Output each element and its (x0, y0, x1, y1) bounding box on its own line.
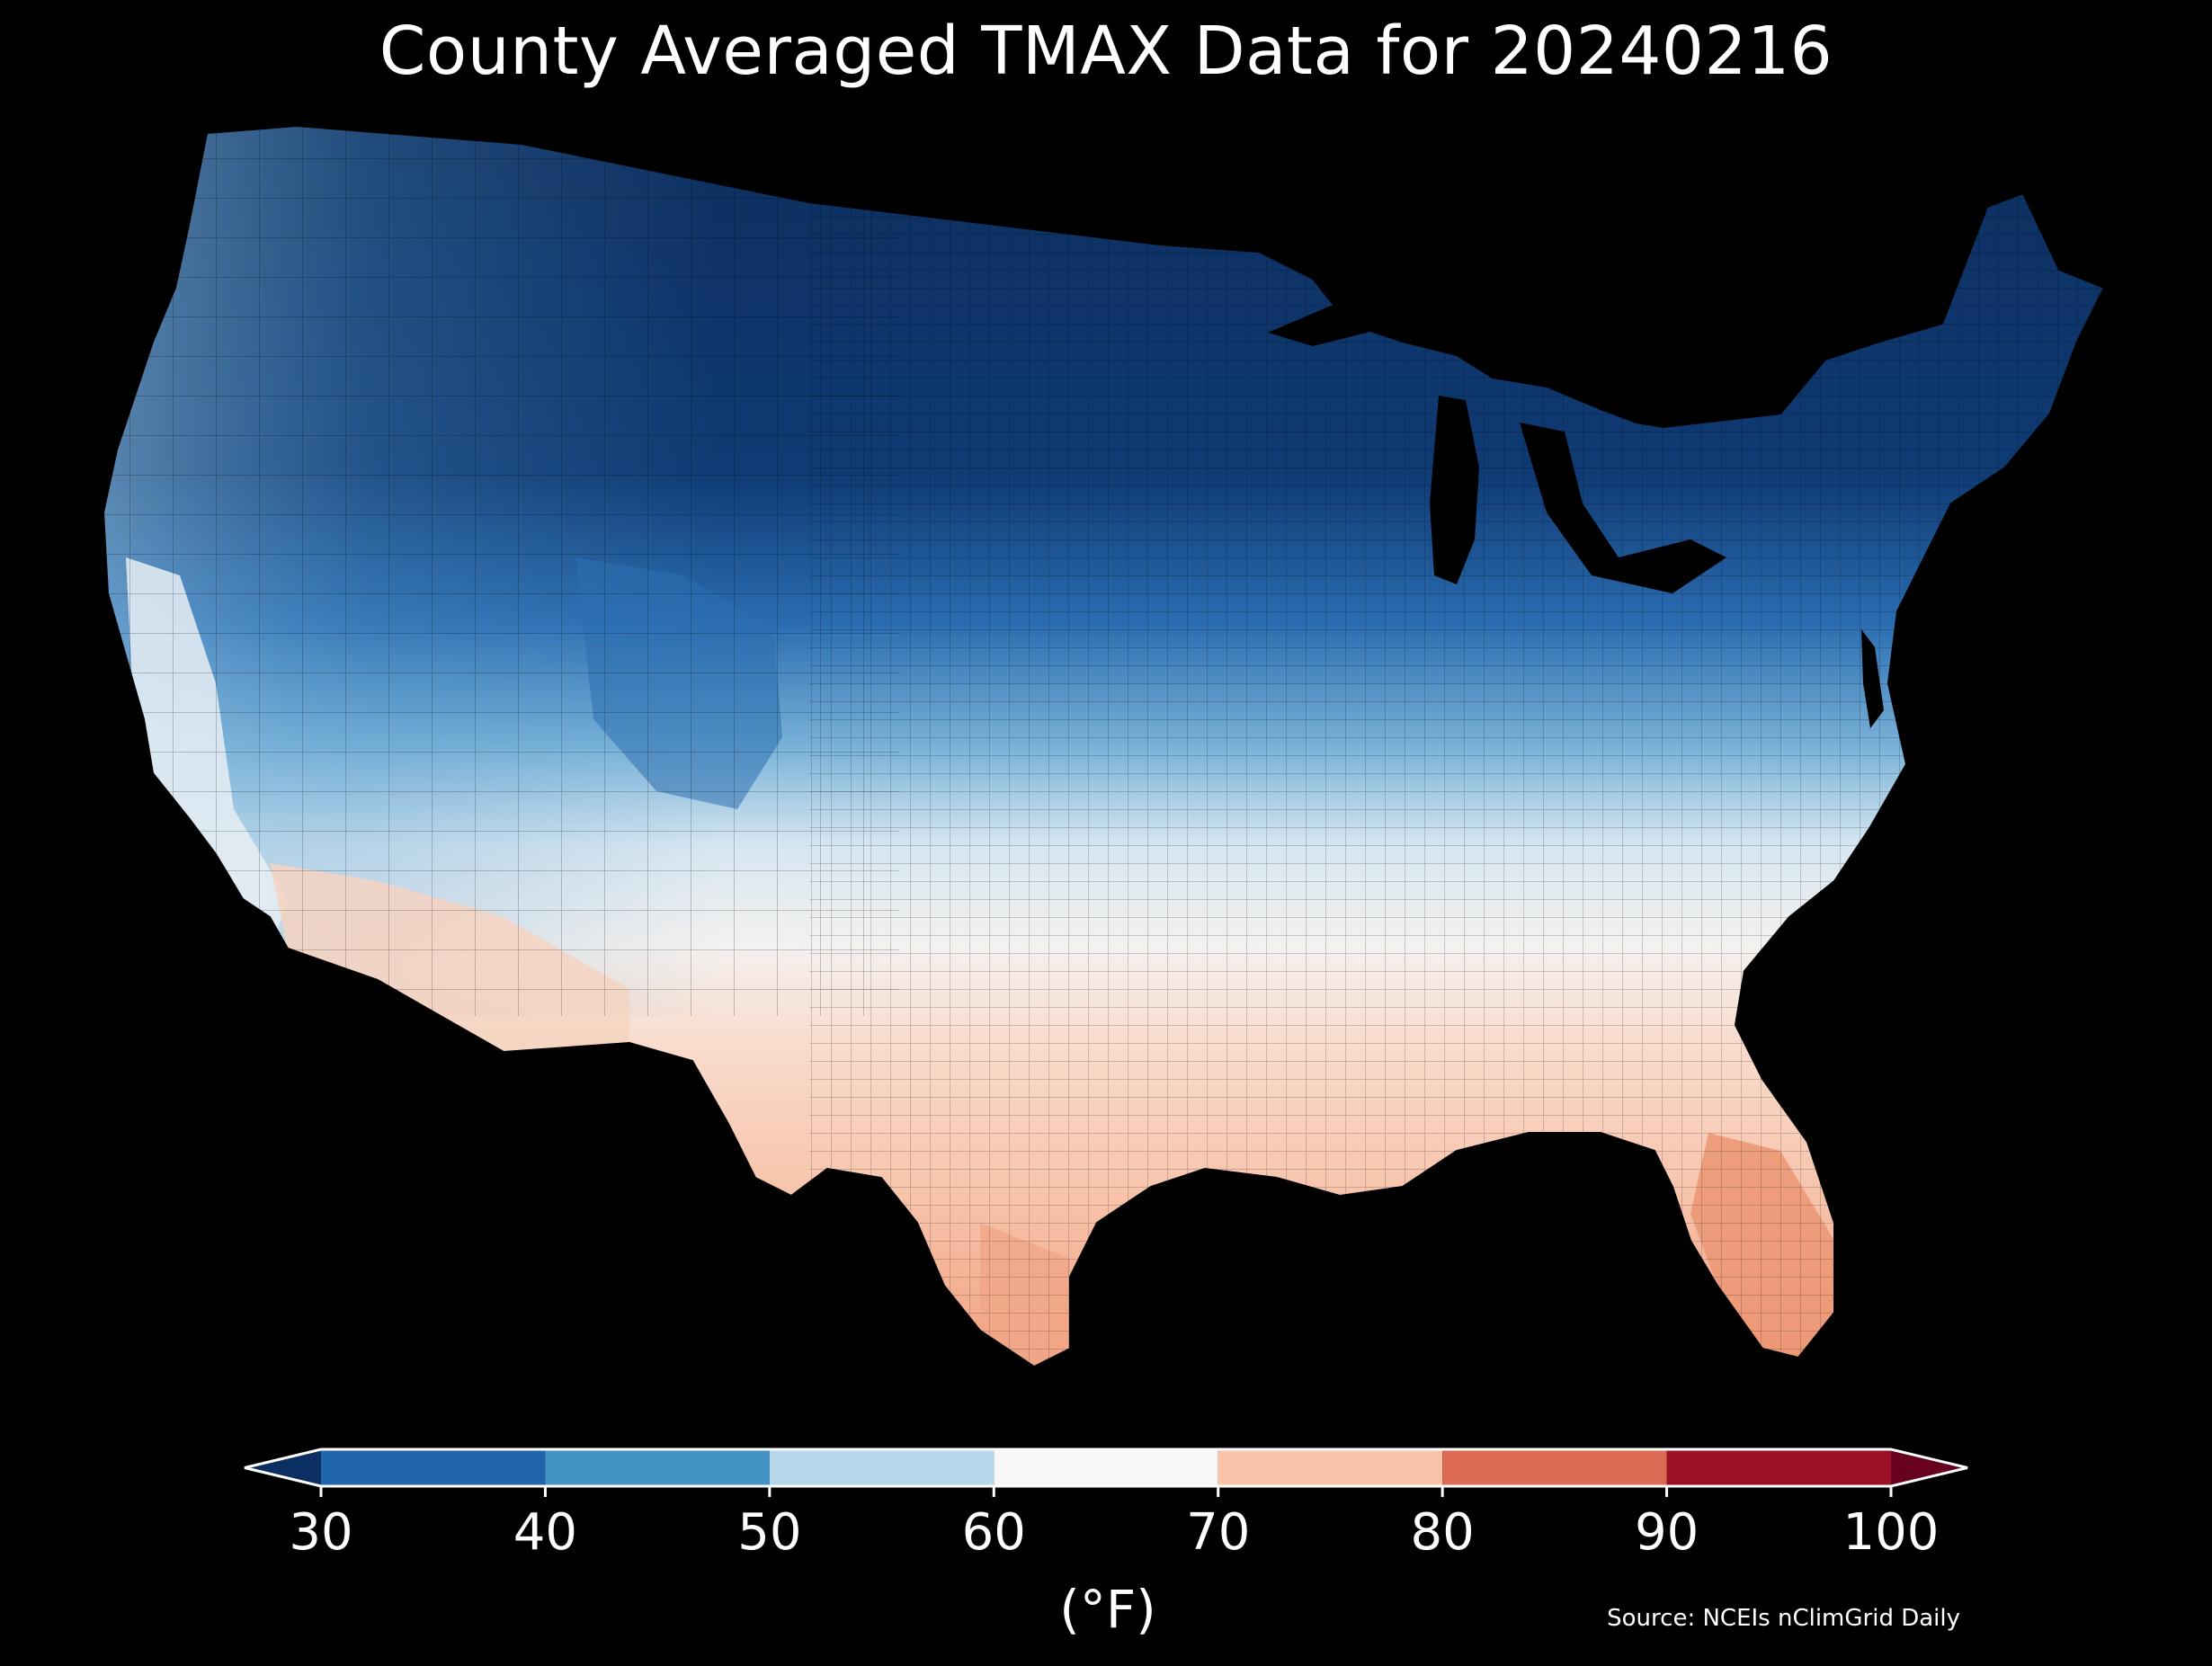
colorbar-bins (321, 1449, 1891, 1486)
colorbar-ticks: 30 40 50 60 70 80 90 100 (289, 1486, 1939, 1562)
colorbar-tick-label-5: 80 (1411, 1503, 1475, 1562)
colorbar-tick-label-0: 30 (289, 1503, 352, 1562)
colorbar-tick-label-7: 100 (1843, 1503, 1940, 1562)
colorbar-tick-label-2: 50 (737, 1503, 801, 1562)
colorbar-bin-4 (1217, 1449, 1443, 1486)
colorbar-over-extension (1891, 1449, 1967, 1486)
colorbar-tick-label-4: 70 (1186, 1503, 1250, 1562)
source-credit: Source: NCEIs nClimGrid Daily (1607, 1605, 1960, 1632)
lake-michigan (1430, 396, 1479, 584)
colorbar-units-label: (°F) (1059, 1579, 1156, 1640)
colorbar-tick-label-3: 60 (962, 1503, 1026, 1562)
chesapeake-bay (1861, 629, 1884, 728)
colorbar-bin-6 (1666, 1449, 1891, 1486)
colorbar-tick-label-6: 90 (1635, 1503, 1699, 1562)
colorbar-bin-2 (769, 1449, 995, 1486)
colorbar-under-extension (245, 1449, 321, 1486)
colorbar-bin-1 (545, 1449, 770, 1486)
colorbar-bin-3 (994, 1449, 1218, 1486)
map-title: County Averaged TMAX Data for 20240216 (379, 13, 1833, 90)
colorbar-bin-0 (321, 1449, 546, 1486)
lake-superior (1268, 297, 1412, 346)
lake-huron-erie (1520, 423, 1726, 593)
colorbar-tick-label-1: 40 (513, 1503, 577, 1562)
colorbar-bin-5 (1442, 1449, 1667, 1486)
